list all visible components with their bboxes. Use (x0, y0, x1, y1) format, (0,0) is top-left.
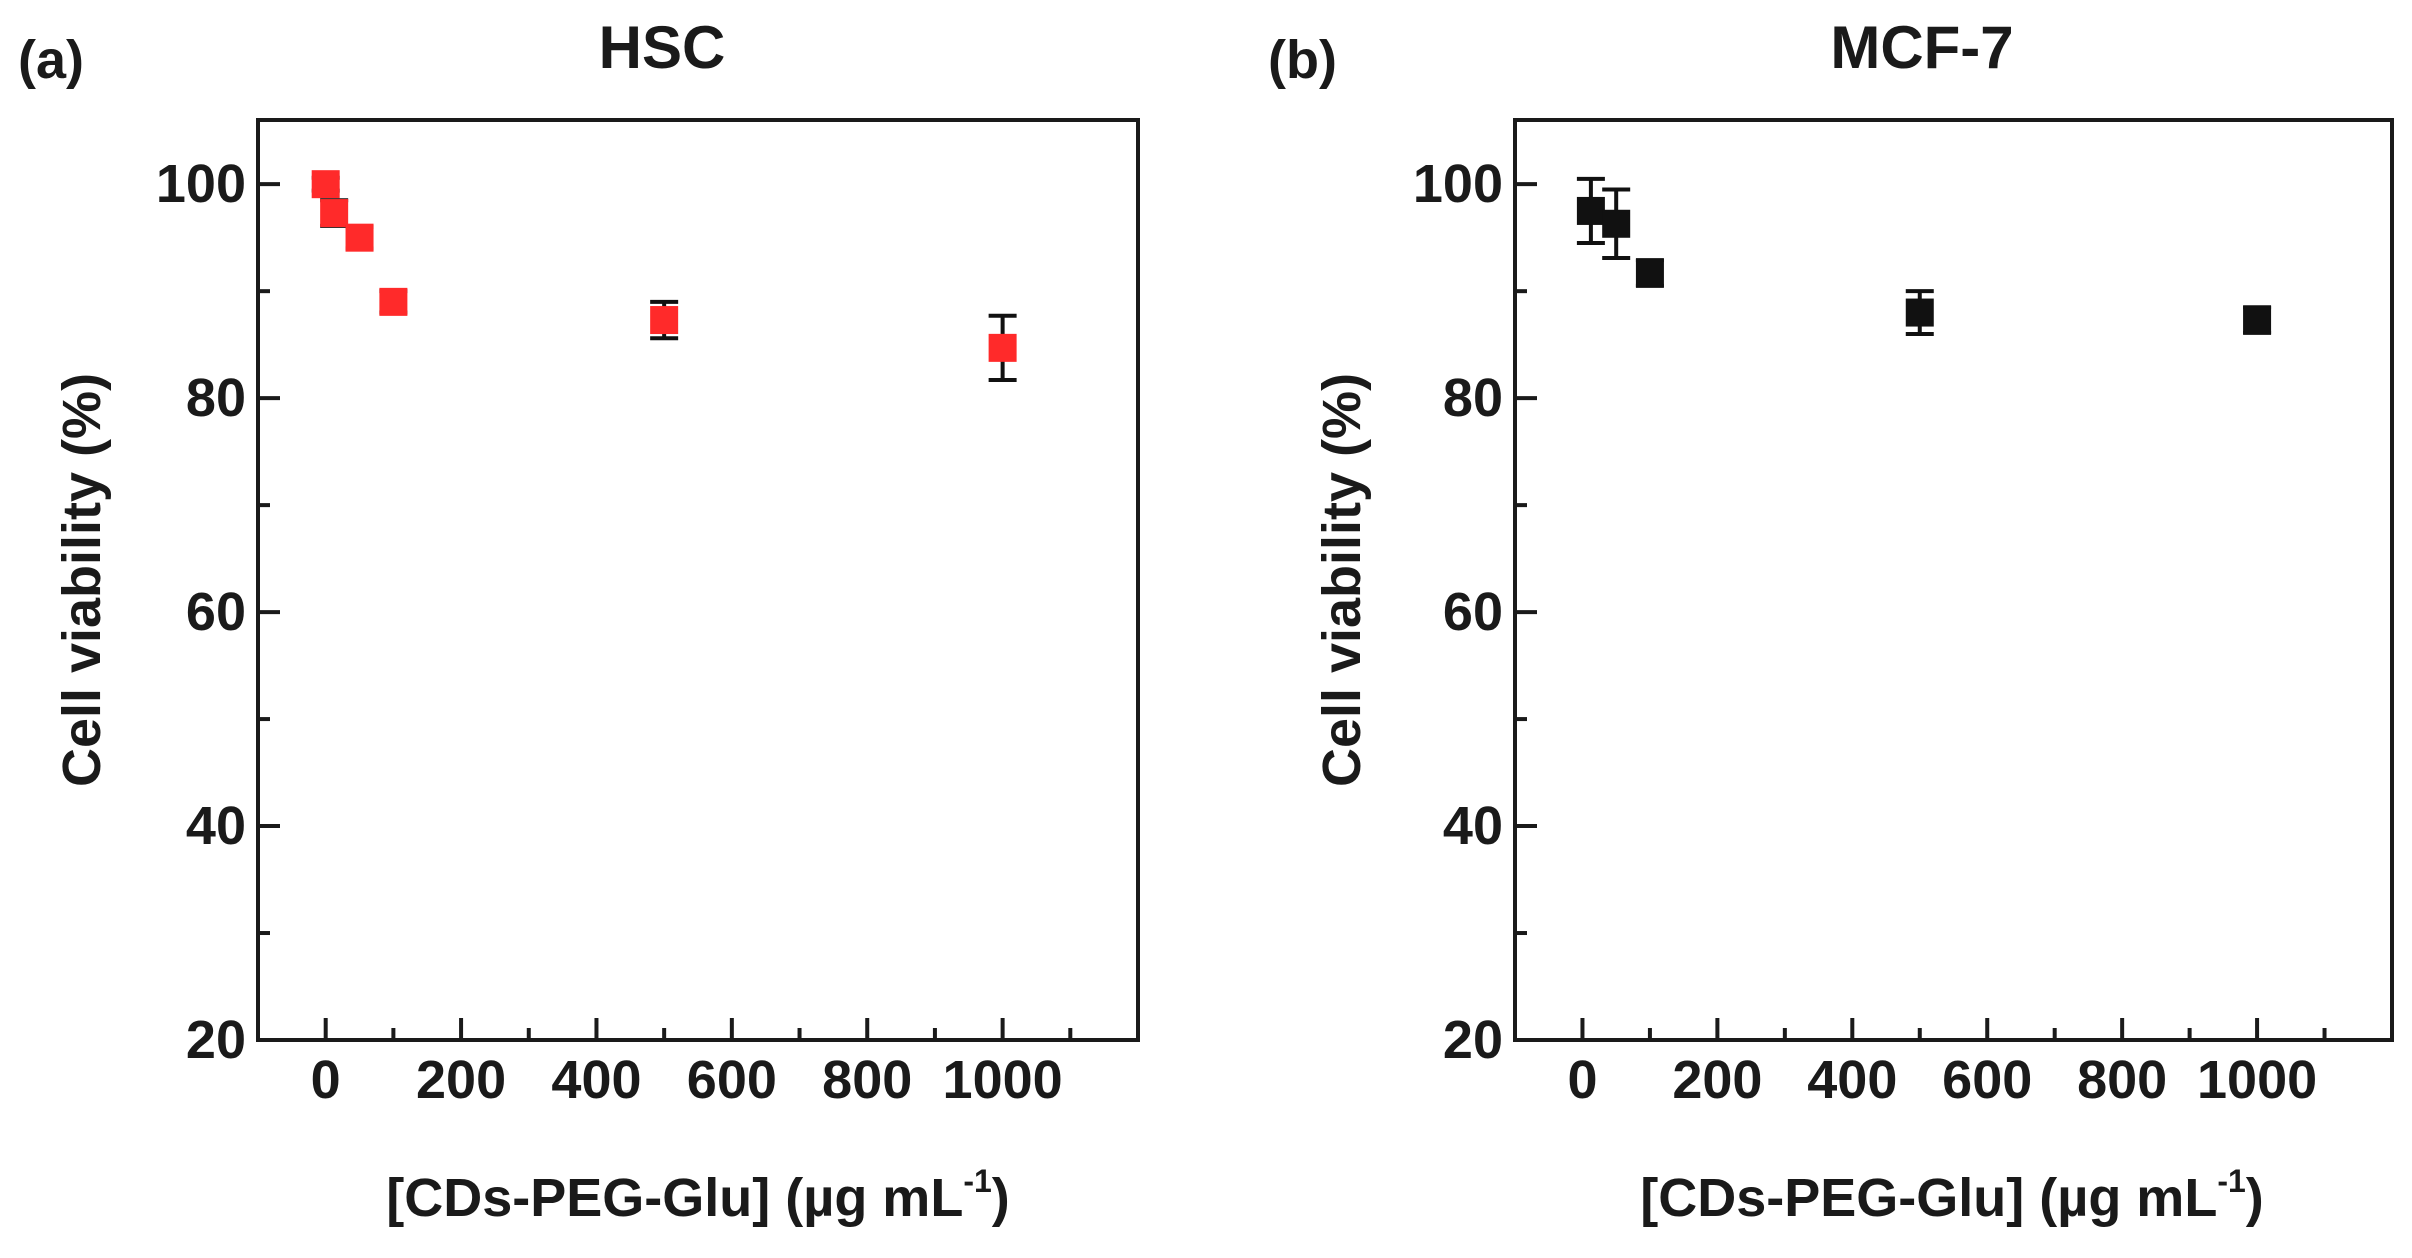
panel-a-data-point (311, 170, 340, 199)
panel-b-x-axis-label: [CDs-PEG-Glu] (µg mL-1) (1640, 1163, 2264, 1228)
panel-b-x-axis-label-sup: -1 (2217, 1163, 2245, 1199)
panel-b-x-tick-label: 0 (1567, 1050, 1597, 1110)
panel-a-plot-frame (256, 118, 1140, 1042)
panel-b-x-axis-label-end: ) (2246, 1168, 2264, 1228)
panel-a-title: HSC (599, 14, 726, 81)
panel-a-data-point (650, 306, 679, 335)
panel-a-x-axis-label-main: [CDs-PEG-Glu] (µg mL (386, 1168, 963, 1228)
panel-b-title: MCF-7 (1830, 14, 2013, 81)
panel-a-x-tick-label: 600 (687, 1050, 777, 1110)
panel-b-x-ticks: 0 200 400 600 800 1000 (1513, 1018, 2394, 1110)
panel-a-data-point (379, 287, 408, 316)
panel-a: (a) HSC 0 200 400 600 800 1000 20 40 60 80 100 Ce… (18, 14, 1140, 1228)
panel-a-y-tick-label: 100 (156, 154, 246, 214)
panel-b-data-point (1905, 298, 1934, 327)
panel-b-y-tick-label: 80 (1443, 368, 1503, 428)
panel-b-letter: (b) (1268, 30, 1337, 90)
panel-b-x-axis-label-main: [CDs-PEG-Glu] (µg mL (1640, 1168, 2217, 1228)
panel-a-y-tick-label: 80 (186, 368, 246, 428)
panel-a-x-tick-label: 1000 (943, 1050, 1063, 1110)
panel-a-y-ticks: 20 40 60 80 100 (156, 154, 280, 1070)
panel-a-x-ticks: 0 200 400 600 800 1000 (256, 1018, 1140, 1110)
panel-b-data-point (1602, 209, 1631, 238)
panel-b-data-point (1576, 196, 1605, 225)
panel-b-x-tick-label: 1000 (2197, 1050, 2317, 1110)
panel-b-y-axis-label: Cell viability (%) (1312, 373, 1372, 787)
panel-a-letter: (a) (18, 30, 84, 90)
panel-b-y-tick-label: 100 (1413, 154, 1503, 214)
panel-b-y-tick-label: 20 (1443, 1010, 1503, 1070)
panel-b-plot-frame (1513, 118, 2394, 1042)
panel-a-x-tick-label: 800 (822, 1050, 912, 1110)
panel-a-data-point (988, 333, 1017, 362)
panel-a-data-point (345, 223, 374, 252)
panel-b-y-tick-label: 40 (1443, 796, 1503, 856)
panel-b-data-points (1576, 176, 2272, 336)
panel-a-data-point (320, 199, 349, 228)
panel-a-y-tick-label: 20 (186, 1010, 246, 1070)
panel-a-x-axis-label: [CDs-PEG-Glu] (µg mL-1) (386, 1163, 1010, 1228)
panel-b-data-point (2243, 306, 2272, 335)
panel-a-x-tick-label: 200 (416, 1050, 506, 1110)
panel-a-x-axis-label-end: ) (992, 1168, 1010, 1228)
panel-a-x-tick-label: 0 (311, 1050, 341, 1110)
panel-a-x-axis-label-sup: -1 (963, 1163, 991, 1199)
panel-b-y-ticks: 20 40 60 80 100 (1413, 154, 1537, 1070)
panel-b-x-tick-label: 600 (1942, 1050, 2032, 1110)
panel-a-y-tick-label: 60 (186, 582, 246, 642)
panel-a-y-axis-label: Cell viability (%) (52, 373, 112, 787)
panel-a-data-points (311, 170, 1017, 382)
panel-a-y-tick-label: 40 (186, 796, 246, 856)
panel-b-x-tick-label: 200 (1672, 1050, 1762, 1110)
panel-b-x-tick-label: 800 (2077, 1050, 2167, 1110)
panel-b-data-point (1635, 258, 1664, 287)
panel-b: (b) MCF-7 0 200 400 600 800 1000 20406080100 … (1268, 14, 2394, 1228)
panel-b-x-tick-label: 400 (1807, 1050, 1897, 1110)
panel-a-x-tick-label: 400 (551, 1050, 641, 1110)
panel-b-y-tick-label: 60 (1443, 582, 1503, 642)
